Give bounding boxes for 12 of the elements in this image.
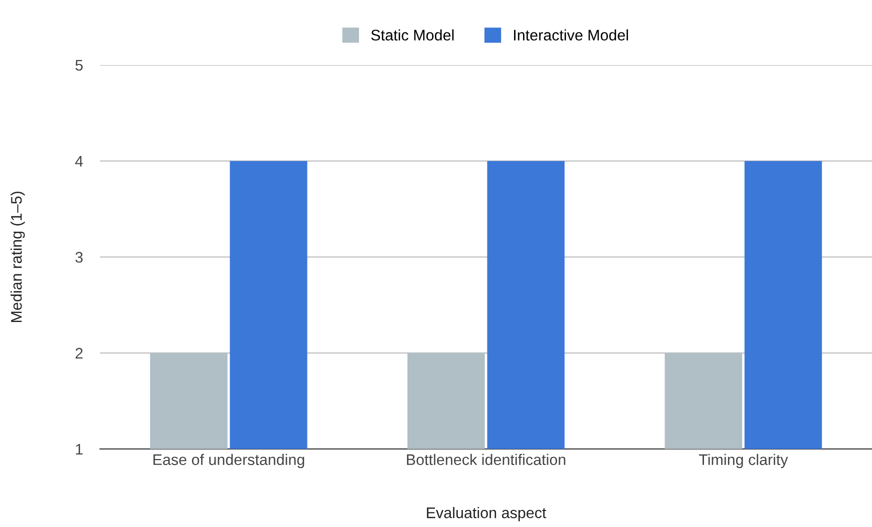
y-tick-label: 5	[75, 60, 83, 71]
legend-label: Interactive Model	[514, 29, 628, 41]
y-tick-label: 2	[76, 348, 83, 359]
y-tick-label: 4	[75, 156, 83, 167]
y-axis-title: Median rating (1–5)	[10, 192, 25, 322]
y-tick-label: 1	[76, 444, 83, 455]
x-axis-title: Evaluation aspect	[426, 506, 546, 522]
y-tick-label: 3	[75, 252, 83, 263]
legend-label: Static Model	[371, 29, 454, 41]
x-tick-label: Bottleneck identification	[407, 454, 566, 466]
x-tick-label: Timing clarity	[698, 454, 788, 468]
x-tick-label: Ease of understanding	[153, 454, 304, 468]
